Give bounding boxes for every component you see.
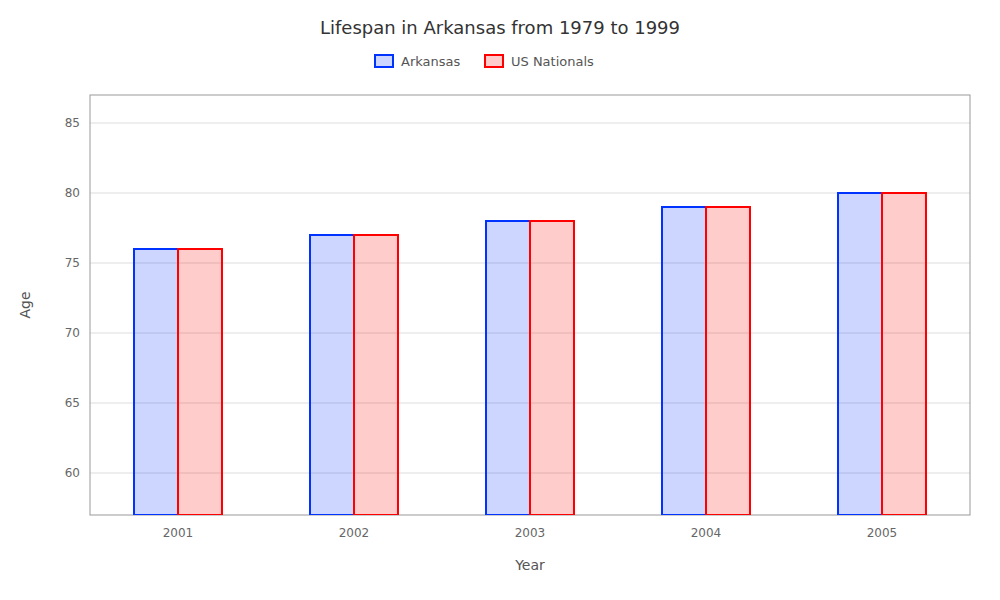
x-tick-label: 2003 (515, 526, 546, 540)
bar (354, 235, 398, 515)
bars (134, 193, 926, 515)
chart-title: Lifespan in Arkansas from 1979 to 1999 (320, 17, 680, 38)
bar (882, 193, 926, 515)
bar (134, 249, 178, 515)
grid-line (90, 123, 970, 124)
y-axis-label: Age (17, 291, 33, 318)
x-tick-label: 2005 (867, 526, 898, 540)
bar (662, 207, 706, 515)
y-tick-label: 70 (65, 326, 80, 340)
bar (178, 249, 222, 515)
legend-swatch (485, 55, 503, 67)
x-tick-label: 2002 (339, 526, 370, 540)
bar (530, 221, 574, 515)
plot-frame (90, 95, 970, 515)
legend: Arkansas US Nationals (375, 54, 594, 69)
bar (486, 221, 530, 515)
bar (838, 193, 882, 515)
bar (310, 235, 354, 515)
x-tick-label: 2001 (163, 526, 194, 540)
y-tick-label: 85 (65, 116, 80, 130)
y-tick-label: 75 (65, 256, 80, 270)
chart-svg: Lifespan in Arkansas from 1979 to 1999 60… (0, 0, 1000, 600)
legend-label: US Nationals (511, 54, 594, 69)
y-tick-label: 65 (65, 396, 80, 410)
y-tick-label: 80 (65, 186, 80, 200)
x-axis-label: Year (514, 557, 545, 573)
legend-label: Arkansas (401, 54, 460, 69)
legend-swatch (375, 55, 393, 67)
chart-container: Lifespan in Arkansas from 1979 to 1999 60… (0, 0, 1000, 600)
x-tick-label: 2004 (691, 526, 722, 540)
y-tick-label: 60 (65, 466, 80, 480)
bar (706, 207, 750, 515)
